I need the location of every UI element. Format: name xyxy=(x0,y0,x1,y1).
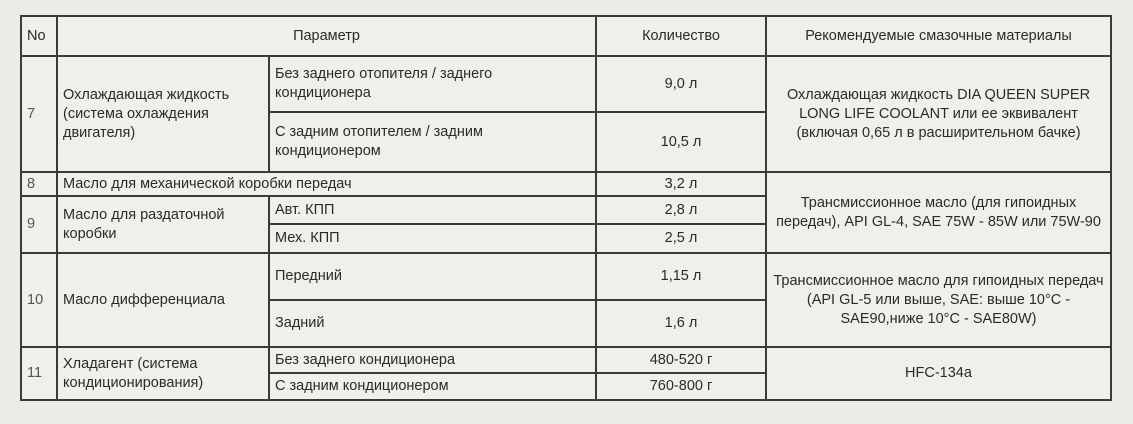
quantity-cell: 1,15 л xyxy=(595,252,767,301)
sub-parameter-cell: Без заднего кондиционера xyxy=(268,346,597,374)
sub-parameter-cell: С задним отопителем / задним кондиционер… xyxy=(268,111,597,173)
header-parameter: Параметр xyxy=(56,15,597,57)
lubricant-cell: Охлаждающая жидкость DIA QUEEN SUPER LON… xyxy=(765,55,1112,173)
lubricant-cell: Трансмиссионное масло (для гипоидных пер… xyxy=(765,171,1112,254)
row-number: 8 xyxy=(20,171,58,197)
header-lubricants: Рекомендуемые смазочные материалы xyxy=(765,15,1112,57)
table-row: Задний 1,6 л xyxy=(21,299,1111,348)
header-row: No Параметр Количество Рекомендуемые сма… xyxy=(20,15,1112,57)
fluids-table: No Параметр Количество Рекомендуемые сма… xyxy=(20,15,1112,401)
quantity-cell: 1,6 л xyxy=(595,299,767,348)
parameter-cell: Масло для механической коробки передач xyxy=(56,171,597,197)
lubricant-cell: HFC-134a xyxy=(765,346,1112,401)
quantity-cell: 10,5 л xyxy=(595,111,767,173)
parameter-cell: Хладагент (система кондиционирования) xyxy=(56,346,270,401)
table-row: 9 Масло для раздаточной коробки Авт. КПП… xyxy=(20,195,1111,254)
table-row: С задним кондиционером 760-800 г xyxy=(21,372,1111,401)
sub-parameter-cell: Авт. КПП xyxy=(268,195,597,225)
sub-parameter-cell: Мех. КПП xyxy=(268,223,597,254)
sub-parameter-cell: Без заднего отопителя / заднего кондицио… xyxy=(268,55,597,113)
sub-parameter-cell: Передний xyxy=(268,252,597,301)
table-row: 10 Масло дифференциала Передний 1,15 л Т… xyxy=(20,252,1112,348)
quantity-cell: 9,0 л xyxy=(595,55,767,113)
quantity-cell: 2,5 л xyxy=(595,223,767,254)
quantity-cell: 480-520 г xyxy=(595,346,767,374)
row-number: 9 xyxy=(20,195,58,254)
table-row: С задним отопителем / задним кондиционер… xyxy=(21,111,1111,173)
row-number: 11 xyxy=(20,346,58,401)
lubricant-cell: Трансмиссионное масло для гипоидных пере… xyxy=(765,252,1112,348)
table-row: 7 Охлаждающая жидкость (система охлажден… xyxy=(20,55,1112,173)
parameter-cell: Охлаждающая жидкость (система охлаждения… xyxy=(56,55,270,173)
header-quantity: Количество xyxy=(595,15,767,57)
quantity-cell: 3,2 л xyxy=(595,171,767,197)
sub-parameter-cell: Задний xyxy=(268,299,597,348)
table-row: 11 Хладагент (система кондиционирования)… xyxy=(20,346,1112,401)
parameter-cell: Масло дифференциала xyxy=(56,252,270,348)
quantity-cell: 760-800 г xyxy=(595,372,767,401)
row-number: 10 xyxy=(20,252,58,348)
quantity-cell: 2,8 л xyxy=(595,195,767,225)
header-no: No xyxy=(20,15,58,57)
parameter-cell: Масло для раздаточной коробки xyxy=(56,195,270,254)
table-row: Мех. КПП 2,5 л xyxy=(21,223,1111,254)
sub-parameter-cell: С задним кондиционером xyxy=(268,372,597,401)
table-row: 8 Масло для механической коробки передач… xyxy=(20,171,1112,254)
row-number: 7 xyxy=(20,55,58,173)
